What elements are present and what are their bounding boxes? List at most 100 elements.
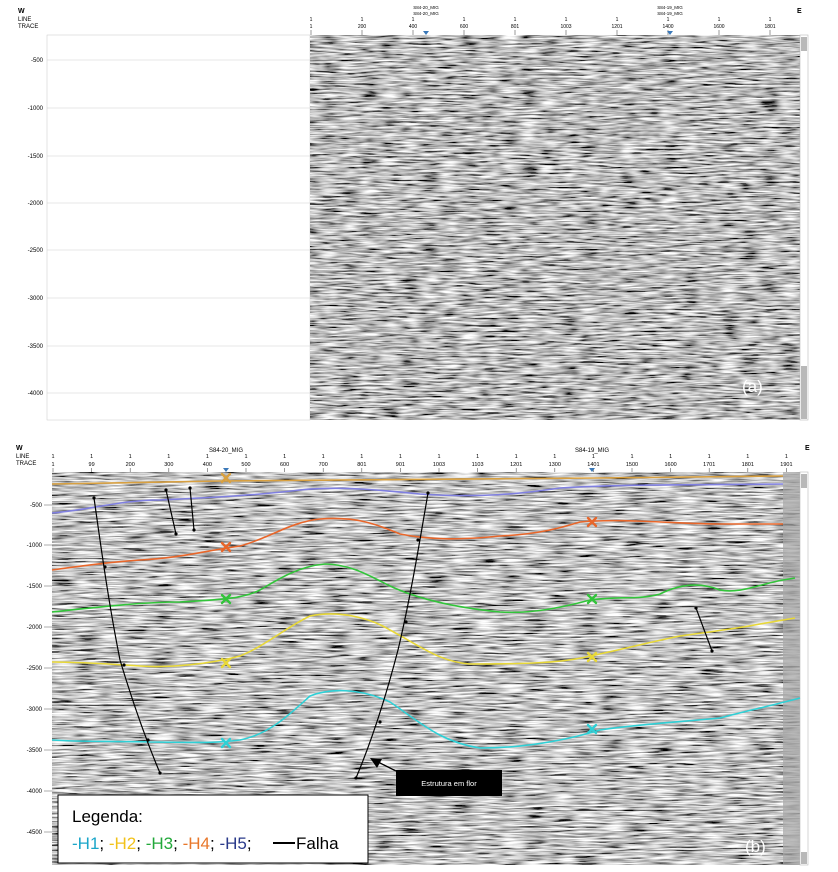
legend-box	[57, 794, 369, 864]
horizons	[51, 475, 801, 749]
line-tick-label: 1	[669, 454, 672, 460]
annotation-text: Estrutura em flor	[421, 779, 477, 788]
line-tick-label: 1	[244, 454, 247, 460]
tie-label-top: S84-20_MIG	[413, 5, 439, 10]
scroll-thumb-top-b[interactable]	[801, 474, 807, 488]
depth-tick-label: -3000	[28, 296, 44, 302]
scroll-thumb-bottom-a[interactable]	[801, 366, 807, 419]
tie-label-top: S84-19_MIG	[657, 5, 683, 10]
line-tick-label: 1	[785, 454, 788, 460]
tie-marker-s84-20-b: S84-20_MIG	[209, 448, 243, 472]
horizon-h4	[51, 517, 783, 571]
line-tick-label: 1	[746, 454, 749, 460]
line-tick-label: 1	[412, 17, 415, 23]
trace-tick-label: 99	[89, 462, 95, 468]
trace-ticks-a: 1112001400160018011100311201114001160011…	[310, 17, 776, 35]
trace-tick-label: 901	[396, 462, 405, 468]
cross-h1-1	[220, 737, 232, 749]
tie-label: S84-19_MIG	[575, 448, 609, 454]
line-tick-label: 1	[630, 454, 633, 460]
faults	[93, 487, 713, 779]
scroll-thumb-top-a[interactable]	[801, 37, 807, 51]
trace-tick-label: 1	[310, 24, 313, 30]
trace-tick-label: 1500	[626, 462, 638, 468]
depth-axis-a: -500 -1000 -1500 -2000 -2500 -3000 -3500 -4000	[28, 58, 44, 397]
line-tick-label: 1	[361, 17, 364, 23]
horizon-h3	[51, 563, 796, 614]
line-tick-label: 1	[514, 17, 517, 23]
trace-tick-label: 600	[280, 462, 289, 468]
tie-label: S84-20_MIG	[209, 448, 243, 454]
trace-tick-label: 1701	[703, 462, 715, 468]
legend-item-h3: -H3	[146, 834, 173, 853]
trace-tick-label: 500	[241, 462, 250, 468]
line-tick-label: 1	[553, 454, 556, 460]
horizon-h1	[51, 689, 801, 749]
west-label-a: W	[18, 8, 25, 15]
cross-h4-2	[586, 516, 598, 528]
vertical-scrollbar-b[interactable]	[799, 471, 809, 866]
annotation-arrow-line	[377, 761, 397, 772]
trace-axis-label-b: TRACE	[16, 461, 36, 467]
line-axis-label-b: LINE	[16, 454, 29, 460]
fault-4	[355, 492, 429, 779]
trace-tick-label: 1103	[472, 462, 484, 468]
trace-ticks-b: 1119912001300140015001600170018011901110…	[51, 454, 793, 472]
line-tick-label: 1	[360, 454, 363, 460]
trace-tick-label: 1201	[510, 462, 522, 468]
line-tick-label: 1	[167, 454, 170, 460]
tie-label-bottom: S84-19_MIG	[657, 11, 683, 16]
line-tick-label: 1	[667, 17, 670, 23]
trace-tick-label: 1401	[587, 462, 599, 468]
empty-plot-area	[46, 34, 311, 421]
line-tick-label: 1	[310, 17, 313, 23]
trace-tick-label: 1400	[662, 24, 673, 30]
line-tick-label: 1	[708, 454, 711, 460]
horizon-tie-crosses	[220, 472, 598, 749]
depth-tick-label: -1000	[28, 106, 44, 112]
cross-h3-2	[586, 593, 598, 605]
horizon-h2	[51, 613, 796, 668]
edge-shading-b	[783, 472, 800, 865]
vertical-scrollbar-a[interactable]	[799, 34, 809, 421]
fault-3	[189, 487, 195, 531]
scroll-thumb-bottom-b[interactable]	[801, 852, 807, 864]
legend-item-h5: -H5	[219, 834, 246, 853]
trace-tick-label: 1201	[611, 24, 622, 30]
trace-tick-label: 1003	[560, 24, 571, 30]
trace-tick-label: 200	[358, 24, 367, 30]
horizon-seabed	[51, 475, 784, 485]
east-label-b: E	[805, 445, 810, 452]
fault-5	[695, 607, 713, 652]
panel-label-b: (b)	[745, 837, 766, 856]
panel-a: W E LINE TRACE 1112001400160018011100311…	[18, 5, 809, 421]
cross-h2-2	[586, 651, 598, 663]
depth-tick-label: -4500	[27, 830, 43, 836]
west-label-b: W	[16, 445, 23, 452]
legend-item-fault: Falha	[296, 834, 339, 853]
depth-tick-label: -1500	[27, 584, 43, 590]
depth-tick-label: -2500	[27, 666, 43, 672]
depth-tick-label: -2500	[28, 248, 44, 254]
panel-b: W E LINE TRACE 1119912001300140015001600…	[16, 445, 810, 866]
trace-tick-label: 1801	[742, 462, 754, 468]
depth-tick-label: -2000	[28, 201, 44, 207]
fault-nodes	[92, 486, 714, 780]
line-tick-label: 1	[322, 454, 325, 460]
line-tick-label: 1	[463, 17, 466, 23]
line-tick-label: 1	[399, 454, 402, 460]
east-label-a: E	[797, 8, 802, 15]
seismic-section-a	[310, 35, 800, 420]
trace-tick-label: 600	[460, 24, 469, 30]
line-tick-label: 1	[718, 17, 721, 23]
line-tick-label: 1	[592, 454, 595, 460]
horizon-h5	[51, 483, 784, 514]
cross-seabed-1	[220, 472, 232, 484]
line-tick-label: 1	[51, 454, 54, 460]
trace-tick-label: 1600	[713, 24, 724, 30]
cross-h3-1	[220, 593, 232, 605]
depth-axis-b: -500 -1000 -1500 -2000 -2500 -3000 -3500 -4000 -…	[27, 503, 52, 836]
line-tick-label: 1	[90, 454, 93, 460]
depth-tick-label: -4000	[28, 391, 44, 397]
